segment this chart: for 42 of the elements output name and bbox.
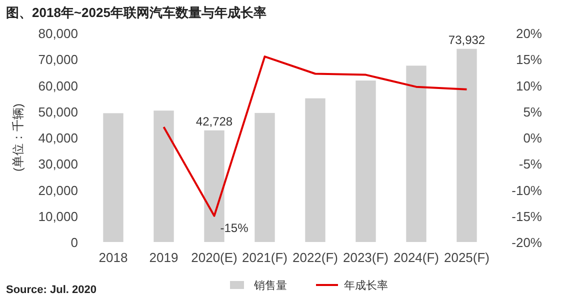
y-tick-label: 70,000: [38, 52, 78, 68]
data-label: 73,932: [448, 32, 486, 47]
x-tick-label: 2019: [149, 250, 178, 265]
legend-label: 年成长率: [344, 279, 388, 292]
y-axis-title: (单位：千辆): [11, 104, 25, 172]
bar: [406, 66, 426, 242]
data-label: 42,728: [196, 114, 233, 128]
y2-tick-label: -5%: [518, 156, 542, 172]
y-tick-label: 40,000: [38, 130, 78, 146]
data-label: -15%: [220, 220, 249, 235]
y2-tick-label: 10%: [516, 78, 542, 94]
legend-label: 销售量: [253, 280, 287, 292]
y-tick-label: 50,000: [38, 104, 78, 120]
y-tick-label: 20,000: [38, 182, 78, 198]
x-tick-label: 2023(F): [342, 250, 389, 265]
bar: [103, 113, 124, 242]
y2-tick-label: 0%: [523, 130, 542, 146]
y2-tick-label: -15%: [512, 208, 542, 224]
x-tick-label: 2025(F): [444, 250, 490, 265]
line-series: [162, 56, 468, 217]
y2-tick-label: -20%: [512, 235, 542, 250]
y2-tick-label: 15%: [516, 52, 542, 68]
y2-tick-label: 20%: [516, 26, 542, 41]
bar: [456, 48, 477, 242]
bar: [154, 110, 174, 242]
bar: [356, 80, 376, 242]
bar: [305, 98, 326, 242]
chart-title: 图、2018年~2025年联网汽车数量与年成长率: [6, 5, 266, 20]
y-tick-label: 60,000: [38, 78, 78, 94]
source-note: Source: Jul. 2020: [6, 284, 96, 296]
x-tick-label: 2020(E): [191, 250, 238, 265]
y-tick-label: 30,000: [38, 156, 78, 172]
y2-tick-label: -10%: [512, 182, 542, 198]
x-tick-label: 2024(F): [393, 250, 440, 265]
y-tick-label: 0: [70, 235, 78, 250]
x-tick-label: 2022(F): [292, 250, 338, 265]
x-tick-label: 2018: [98, 250, 128, 265]
y2-tick-label: 5%: [523, 104, 542, 120]
y-tick-label: 80,000: [38, 26, 78, 41]
x-tick-label: 2021(F): [242, 250, 288, 265]
bar: [254, 112, 275, 242]
y-tick-label: 10,000: [38, 208, 78, 224]
